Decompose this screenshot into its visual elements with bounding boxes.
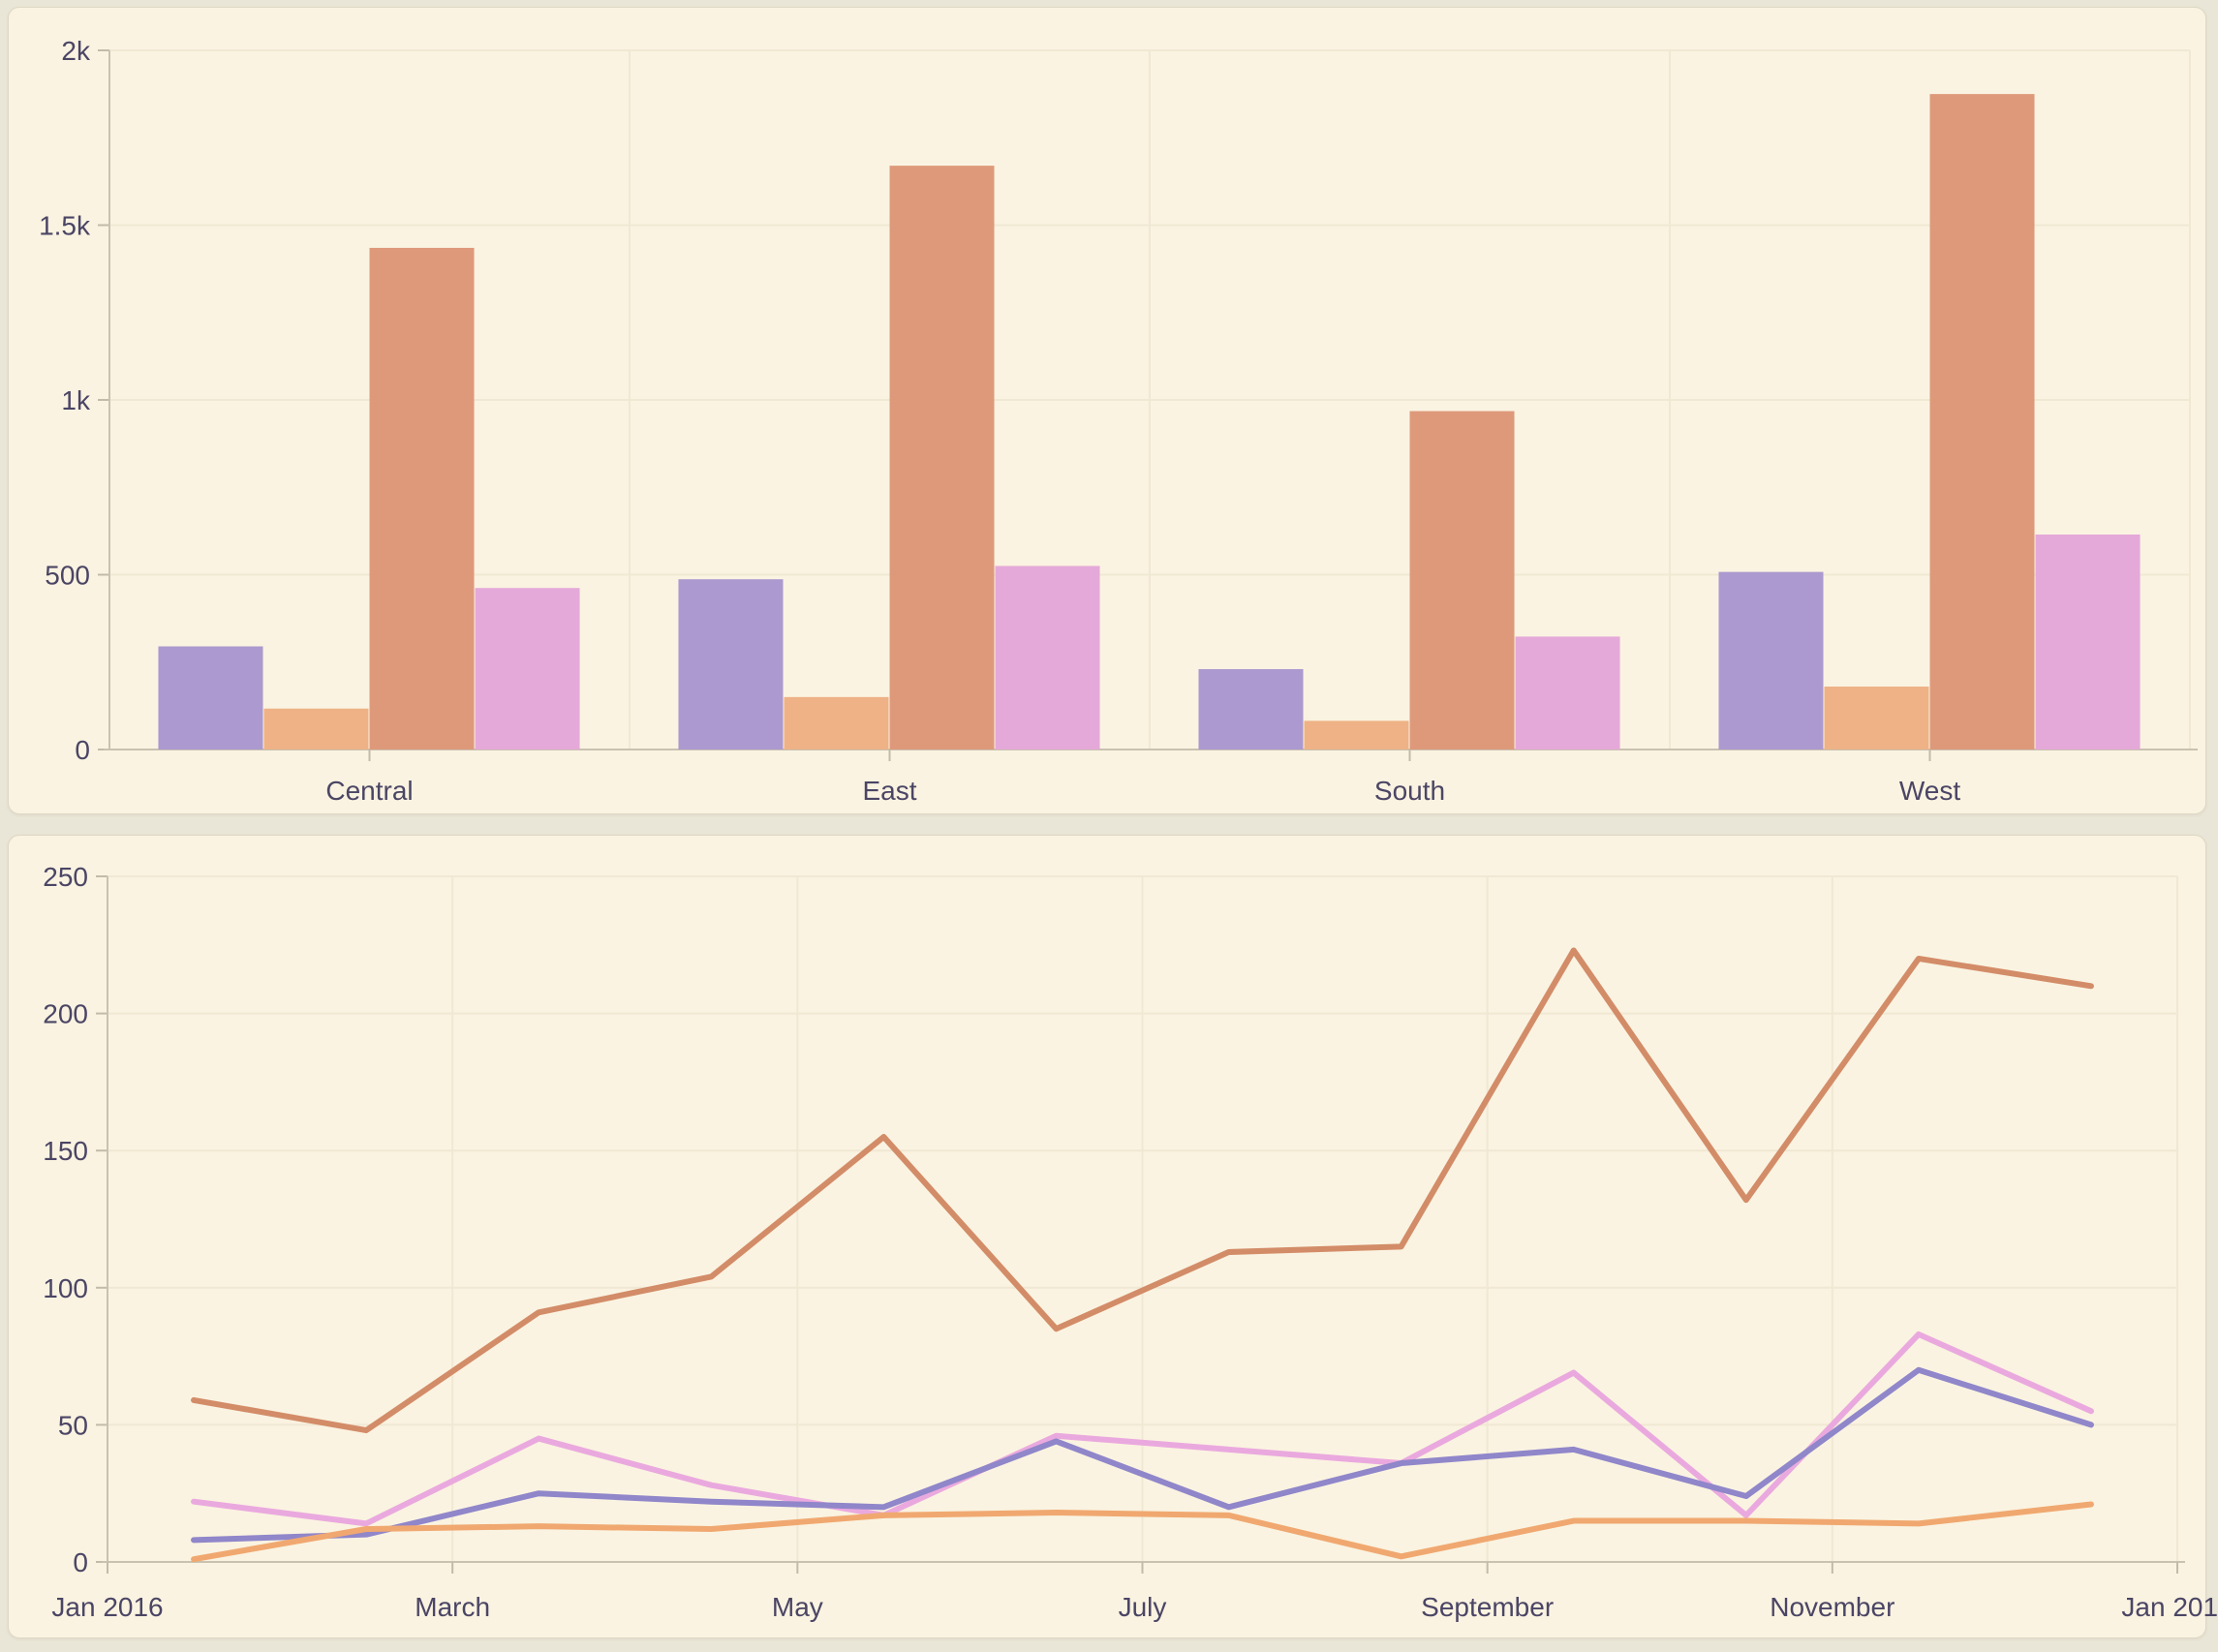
bar-chart-panel: 0 500 1k 1.5k 2k Central East South West: [8, 7, 2206, 814]
bar-series-purple-south[interactable]: [1198, 668, 1304, 750]
bar-series-salmon-east[interactable]: [889, 166, 995, 750]
y-axis-tick-label: 1.5k: [39, 211, 91, 241]
bar-chart[interactable]: 0 500 1k 1.5k 2k Central East South West: [9, 8, 2205, 813]
y-axis-tick-label: 2k: [61, 36, 91, 66]
y-axis-tick-label: 50: [58, 1410, 88, 1440]
x-axis-time-label: Jan 2016: [51, 1592, 163, 1622]
x-axis-time-label: November: [1770, 1592, 1895, 1622]
x-axis-category-label: South: [1374, 776, 1445, 806]
bar-series-pink-west[interactable]: [2035, 534, 2141, 750]
bar-series-pink-south[interactable]: [1515, 636, 1620, 750]
bar-series-purple-east[interactable]: [678, 579, 784, 750]
bar-series-pink-east[interactable]: [995, 566, 1100, 750]
bar-series-orange-south[interactable]: [1304, 720, 1409, 750]
bar-series-orange-west[interactable]: [1824, 687, 1929, 750]
x-axis-time-label: September: [1421, 1592, 1554, 1622]
bar-series-salmon-south[interactable]: [1409, 411, 1515, 750]
x-axis-category-label: Central: [325, 776, 413, 806]
x-axis-time-label: May: [772, 1592, 823, 1622]
bar-series-orange-central[interactable]: [263, 708, 369, 750]
line-series-orange[interactable]: [191, 1501, 2094, 1563]
y-axis-tick-label: 0: [73, 1547, 88, 1577]
y-axis-tick-label: 1k: [61, 385, 91, 415]
bar-series-orange-east[interactable]: [784, 696, 889, 750]
y-axis-tick-label: 200: [43, 999, 88, 1029]
x-axis-time-label: March: [415, 1592, 490, 1622]
line-chart-panel: 0 50 100 150 200 250 Jan 2016 March May July Septe…: [8, 835, 2218, 1638]
bar-series-pink-central[interactable]: [475, 588, 580, 750]
y-axis-tick-label: 250: [43, 862, 88, 892]
y-axis-tick-label: 150: [43, 1136, 88, 1166]
x-axis-time-label: July: [1119, 1592, 1167, 1622]
y-axis-tick-label: 500: [45, 561, 90, 591]
bar-series-purple-west[interactable]: [1718, 571, 1824, 750]
bar-series-purple-central[interactable]: [158, 646, 263, 750]
line-series-pink[interactable]: [191, 1331, 2094, 1527]
bar-series-salmon-west[interactable]: [1929, 94, 2035, 750]
line-chart[interactable]: 0 50 100 150 200 250 Jan 2016 March May July Septe…: [9, 836, 2218, 1637]
y-axis-tick-label: 0: [75, 735, 90, 765]
line-series-purple[interactable]: [191, 1366, 2094, 1544]
x-axis-time-label: Jan 2017: [2121, 1592, 2218, 1622]
x-axis-category-label: West: [1899, 776, 1960, 806]
y-axis-tick-label: 100: [43, 1273, 88, 1303]
line-series-salmon[interactable]: [191, 947, 2094, 1434]
x-axis-category-label: East: [862, 776, 916, 806]
bar-series-salmon-central[interactable]: [369, 247, 475, 750]
